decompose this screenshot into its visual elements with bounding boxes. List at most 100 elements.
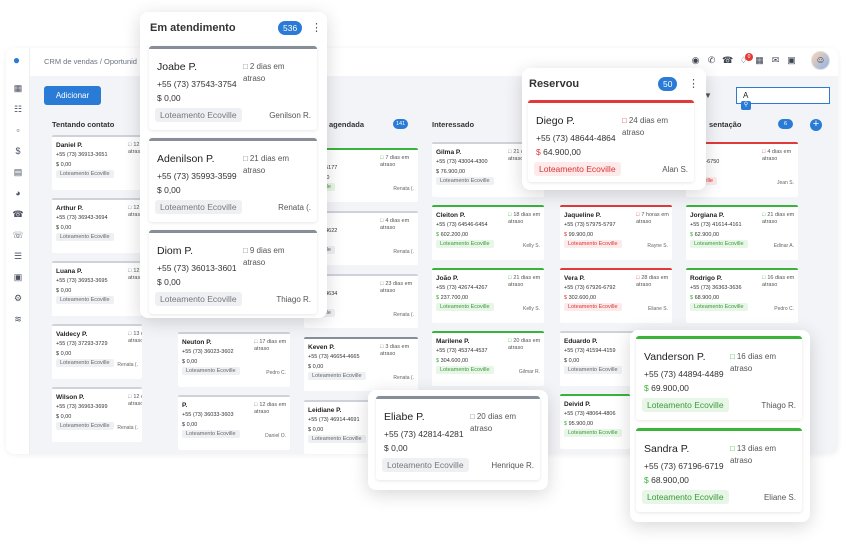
settings-icon[interactable]: ⚙	[13, 293, 23, 303]
add-column-plus-icon[interactable]: +	[810, 119, 822, 131]
lead-delay-text: 16 dias em atraso	[762, 275, 795, 289]
lead-card[interactable]: João P. +55 (73) 42674-4267 $ 237.700,00 □ 2…	[432, 268, 544, 323]
lead-card[interactable]: Luana P. +55 (73) 36953-3695 $ 0,00 □12 dia…	[52, 261, 142, 316]
lead-card[interactable]: P. +55 (73) 36033-3603 $ 0,00 □ 12 dias em a…	[178, 395, 290, 450]
phone-icon[interactable]: ☎	[12, 209, 24, 219]
lead-card[interactable]: Daniel P. +55 (73) 36913-3651 $ 0,00 □12 di…	[52, 135, 142, 190]
search-icon[interactable]: ⚲	[741, 101, 751, 110]
lead-price-value: 0,00	[312, 427, 324, 433]
lead-owner: Eliane S.	[647, 306, 668, 312]
lead-phone: +55 (73) 42814-4281	[384, 429, 464, 439]
lead-owner: Renata (.	[393, 375, 414, 381]
lead-card[interactable]: Wilson P. +55 (73) 36963-3699 $ 0,00 □12 di…	[52, 387, 142, 442]
lead-price: $ 0,00	[157, 185, 181, 195]
lead-price-value: 95.900,00	[568, 421, 594, 427]
list-icon[interactable]: ☰	[13, 251, 23, 261]
lead-delay-text: 16 dias em atraso	[730, 352, 776, 373]
lead-phone: +55 (73) 36363-3636	[690, 285, 742, 291]
lead-name: Vera P.	[564, 275, 585, 282]
lead-delay-text: 20 dias em atraso	[508, 338, 541, 352]
lead-card[interactable]: Arthur P. +55 (73) 36943-3694 $ 0,00 □12 di…	[52, 198, 142, 253]
scan-icon[interactable]: ▣	[13, 272, 23, 282]
clock-chat-icon: □	[636, 275, 640, 281]
lead-price: $ 95.900,00	[564, 421, 593, 427]
dashboard-icon[interactable]: ▦	[13, 83, 23, 93]
lead-card[interactable]: Diom P. +55 (73) 36013-3601 $ 0,00 □ 9 dias …	[149, 230, 317, 314]
lead-delay: □ 17 dias em atraso	[254, 339, 290, 354]
notification-bell-icon[interactable]: ♢	[739, 55, 748, 65]
lead-price-value: 0,00	[60, 162, 72, 168]
lead-card[interactable]: Cleiton P. +55 (73) 64546-6454 $ 602.200,0…	[432, 205, 544, 260]
clock-chat-icon: □	[508, 212, 512, 218]
lead-price: $ 237.700,00	[436, 295, 468, 301]
lead-price-value: 0,00	[312, 364, 324, 370]
lead-phone: +55 (73) 44894-4489	[644, 369, 724, 379]
lead-phone: +55 (73) 48064-4806	[564, 411, 616, 417]
lead-delay-text: 24 dias em atraso	[622, 116, 668, 137]
lead-card[interactable]: Rodrigo P. +55 (73) 36363-3636 $ 68.900,00…	[686, 268, 798, 323]
document-icon[interactable]: ▤	[13, 167, 23, 177]
dollar-icon: $	[157, 93, 165, 103]
breadcrumb[interactable]: CRM de vendas / Oportunid	[44, 57, 137, 66]
lead-card[interactable]: Deivid P. +55 (73) 48064-4806 $ 95.900,00 L…	[560, 394, 630, 449]
project-tag: Loteamento Ecoville	[155, 292, 242, 306]
dollar-icon: $	[690, 295, 695, 301]
window-icon[interactable]: ▣	[787, 55, 796, 65]
location-pin-logo-icon[interactable]: ●	[12, 53, 21, 67]
lead-price-value: 0,00	[60, 351, 72, 357]
lead-phone: +55 (73) 42674-4267	[436, 285, 488, 291]
lead-owner: Pedro C.	[774, 306, 794, 312]
clock-chat-icon: □	[380, 218, 384, 224]
popup-count-badge: 536	[278, 21, 303, 35]
lead-card[interactable]: Valdecy P. +55 (73) 37293-3729 $ 0,00 □13 d…	[52, 324, 142, 379]
lead-card[interactable]: Diego P. +55 (73) 48644-4864 $ 64.900,00 □ 2…	[528, 100, 694, 182]
dollar-icon: $	[308, 364, 313, 370]
lead-card[interactable]: Jaqueline P. +55 (73) 57975-5797 $ 99.900,…	[560, 205, 672, 260]
chart-icon[interactable]: ≋	[14, 314, 22, 324]
phone-icon[interactable]: ☎	[722, 55, 734, 65]
search-input[interactable]	[736, 87, 830, 104]
more-options-icon[interactable]: ⋮	[311, 22, 322, 34]
calendar-icon[interactable]: ▦	[755, 55, 764, 65]
lead-card[interactable]: Neuton P. +55 (73) 36023-3602 $ 0,00 □ 17 di…	[178, 332, 290, 387]
lead-card[interactable]: Vanderson P. +55 (73) 44894-4489 $ 69.900,…	[636, 336, 802, 420]
lead-phone: +55 (73) 36033-3603	[182, 412, 234, 418]
mail-icon[interactable]: ✉	[771, 55, 780, 65]
lead-card[interactable]: Keven P. +55 (73) 46654-4665 $ 0,00 □ 3 dias…	[304, 337, 418, 391]
lead-name: Luana P.	[56, 268, 83, 275]
lead-price-value: 0,00	[60, 288, 72, 294]
folder-icon[interactable]: ▫	[16, 125, 20, 135]
project-tag: Loteamento Ecoville	[56, 233, 114, 241]
lead-delay: □ 18 dias em atraso	[508, 212, 544, 227]
funnel-crm-icon[interactable]: ◕	[15, 188, 21, 198]
lead-card[interactable]: Eliabe P. +55 (73) 42814-4281 $ 0,00 □ 20 di…	[376, 396, 540, 480]
lead-name: Leidiane P.	[308, 407, 342, 414]
lead-delay: □ 23 dias em atraso	[380, 281, 418, 296]
lead-delay-text: 12 dias em atraso	[128, 394, 142, 408]
lead-card[interactable]: Joabe P. +55 (73) 37543-3754 $ 0,00 □ 2 dias…	[149, 46, 317, 130]
lead-phone: +55 (73) 36913-3651	[56, 152, 108, 158]
lead-delay-text: 21 dias em atraso	[508, 275, 541, 289]
more-options-icon[interactable]: ⋮	[688, 78, 699, 90]
dollar-icon: $	[157, 185, 165, 195]
lead-card[interactable]: Sandra P. +55 (73) 67196-6719 $ 68.900,00 □…	[636, 428, 802, 512]
clock-chat-icon: □	[730, 444, 735, 453]
dollar-icon[interactable]: $	[15, 146, 21, 156]
lead-card[interactable]: Adenilson P. +55 (73) 35993-3599 $ 0,00 □ 21…	[149, 138, 317, 222]
dollar-icon: $	[644, 475, 652, 485]
lead-card[interactable]: Vera P. +55 (73) 67926-6792 $ 302.600,00 □ 2…	[560, 268, 672, 323]
add-button[interactable]: Adicionar	[44, 86, 101, 105]
lead-name: Diego P.	[536, 115, 575, 127]
lead-card[interactable]: Jorgiana P. +55 (73) 41614-4161 $ 62.900,0…	[686, 205, 798, 260]
phone-call-icon[interactable]: ☏	[12, 230, 24, 240]
lead-delay: □ 24 dias em atraso	[622, 115, 686, 138]
dollar-icon: $	[384, 443, 392, 453]
whatsapp-icon[interactable]: ✆	[707, 55, 716, 65]
database-icon[interactable]: ◉	[691, 55, 700, 65]
clock-chat-icon: □	[508, 149, 512, 155]
lead-card[interactable]: Marilene P. +55 (73) 45374-4537 $ 304.600,…	[432, 331, 544, 386]
user-avatar[interactable]: ☺	[811, 51, 830, 70]
filter-icon[interactable]: ▼	[704, 91, 712, 100]
cart-icon[interactable]: ☷	[13, 104, 23, 114]
lead-name: Marilene P.	[436, 338, 470, 345]
